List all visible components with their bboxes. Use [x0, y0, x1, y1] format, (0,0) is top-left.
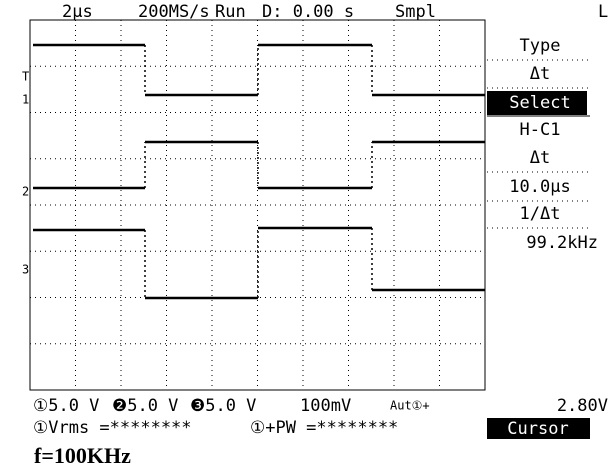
measure-1: ①Vrms =********	[33, 418, 192, 438]
menu-item: H-C1	[520, 120, 561, 140]
menu-item: 99.2kHz	[526, 233, 598, 253]
softkey[interactable]: Cursor	[507, 419, 568, 439]
channel-3-wave	[33, 228, 485, 298]
measure-2: ①+PW =********	[250, 418, 398, 438]
menu-item[interactable]: Select	[509, 93, 570, 113]
run-state: Run	[215, 2, 246, 22]
ref-scale: 100mV	[300, 396, 351, 416]
side-menu: Type Δt Select H-C1 Δt 10.0μs 1/Δt 99.2kHz	[487, 36, 598, 253]
trigger-marker: T	[22, 70, 29, 84]
menu-item: Δt	[530, 148, 550, 168]
ch3-marker: 3	[22, 263, 29, 277]
ch1-marker: 1	[22, 93, 29, 107]
ch2-scale: ❷5.0 V	[112, 396, 178, 416]
flag: L	[598, 2, 608, 22]
channel-1-wave	[33, 45, 485, 95]
caption: f=100KHz	[34, 443, 131, 468]
menu-item: Type	[520, 36, 561, 56]
acq-mode: Smpl	[395, 2, 436, 22]
ch1-scale: ①5.0 V	[33, 396, 99, 416]
sample-rate: 200MS/s	[138, 2, 210, 22]
ch2-marker: 2	[22, 185, 29, 199]
delay: D: 0.00 s	[262, 2, 354, 22]
trigger-level: 2.80V	[557, 396, 608, 416]
trigger-source: Aut①+	[390, 399, 430, 413]
ch3-scale: ❸5.0 V	[190, 396, 256, 416]
channel-2-wave	[33, 142, 485, 188]
grid	[30, 20, 485, 390]
menu-item: 10.0μs	[509, 177, 570, 197]
menu-item: Δt	[530, 64, 550, 84]
scope-screen: 2μs 200MS/s Run D: 0.00 s Smpl L T 1 2 3…	[0, 0, 613, 474]
timebase: 2μs	[62, 2, 93, 22]
menu-item: 1/Δt	[520, 204, 561, 224]
